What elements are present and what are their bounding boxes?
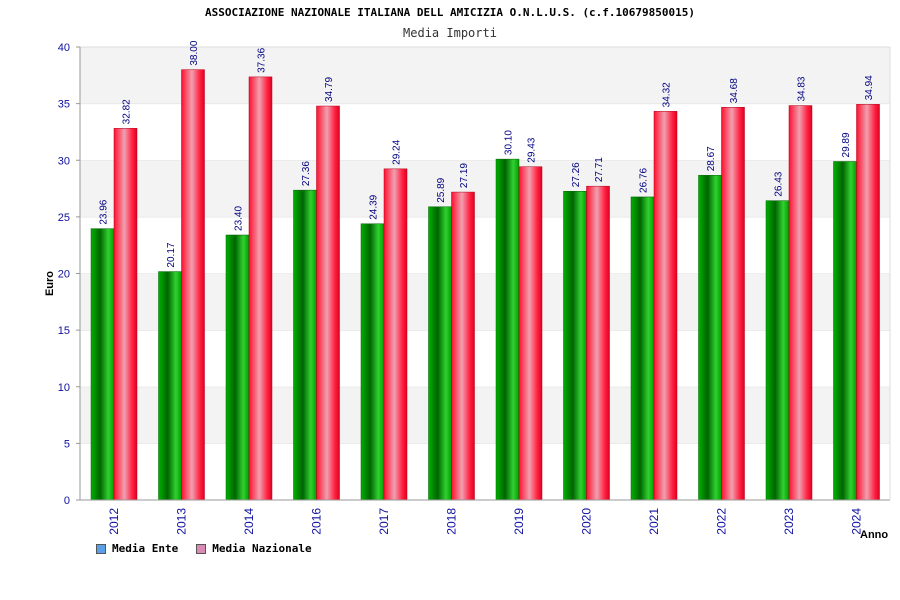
axes-layer: 0 5 10 15 20 25 30 35 40 Euro Anno 2012 2013 2014 2016…: [44, 42, 891, 541]
bar-ente: [90, 228, 115, 501]
chart-subtitle: Media Importi: [403, 26, 497, 40]
bar-nazionale: [316, 105, 340, 501]
legend: Media Ente Media Nazionale: [96, 542, 312, 555]
bar-value-label: 20.17: [166, 242, 177, 267]
x-tick-label: 2012: [107, 508, 121, 535]
x-tick-label: 2013: [175, 508, 189, 535]
bar-value-label: 28.67: [706, 146, 717, 171]
x-tick-label: 2022: [715, 508, 729, 535]
grid-band: [80, 386, 890, 444]
bar-value-label: 34.79: [324, 77, 335, 102]
bar-ente: [495, 158, 520, 501]
grid-band: [80, 216, 890, 274]
bar-value-label: 23.96: [99, 199, 110, 224]
grid-bands: [80, 46, 890, 500]
bar-value-label: 24.39: [369, 194, 380, 219]
bar-ente: [563, 191, 587, 501]
chart-title: ASSOCIAZIONE NAZIONALE ITALIANA DELL AMI…: [204, 6, 696, 19]
bar-ente: [765, 200, 790, 501]
y-tick-label: 25: [58, 212, 70, 224]
x-tick-label: 2017: [377, 508, 391, 535]
x-tick-label: 2020: [580, 508, 594, 535]
y-tick-label: 10: [58, 382, 70, 394]
data-labels-layer: 23.96 32.82 20.17 38.00 23.40 37.36 27.36 34.79…: [99, 40, 876, 267]
bar-value-label: 29.43: [527, 137, 538, 162]
y-tick-label: 35: [58, 99, 70, 111]
bar-value-label: 34.83: [797, 76, 808, 101]
grid-band: [80, 273, 890, 331]
x-tick-label: 2018: [445, 508, 459, 535]
y-axis-label: Euro: [44, 271, 56, 296]
y-tick-label: 20: [58, 269, 70, 281]
bar-value-label: 27.19: [459, 163, 470, 188]
grid-band: [80, 443, 890, 500]
grid-band: [80, 330, 890, 387]
bar-value-label: 25.89: [436, 177, 447, 202]
x-tick-label: 2023: [782, 508, 796, 535]
bar-value-label: 32.82: [122, 99, 133, 124]
x-axis-label: Anno: [860, 529, 888, 541]
bar-nazionale: [383, 168, 408, 501]
bar-value-label: 34.32: [662, 82, 673, 107]
y-tick-label: 0: [64, 495, 70, 507]
y-tick-label: 30: [58, 155, 70, 167]
bar-nazionale: [518, 166, 543, 501]
x-tick-label: 2014: [242, 508, 256, 535]
bar-value-label: 30.10: [504, 130, 515, 155]
legend-item-nazionale: Media Nazionale: [196, 542, 312, 555]
bar-ente: [428, 206, 452, 501]
bar-nazionale: [181, 69, 205, 501]
y-tick-label: 5: [64, 438, 70, 450]
legend-swatch-ente: [96, 543, 106, 554]
bar-ente: [630, 196, 655, 501]
bar-value-label: 26.43: [774, 171, 785, 196]
y-tick-label: 15: [58, 325, 70, 337]
bar-nazionale: [586, 185, 610, 501]
bar-ente: [360, 223, 385, 501]
bar-value-label: 34.94: [864, 75, 875, 100]
bar-ente: [293, 189, 317, 501]
legend-swatch-nazionale: [196, 543, 207, 554]
bar-nazionale: [248, 76, 273, 501]
bar-nazionale: [721, 106, 745, 501]
bar-ente: [158, 271, 182, 501]
bar-nazionale: [653, 111, 678, 501]
bar-ente: [833, 161, 857, 501]
bar-ente: [225, 234, 250, 501]
bar-ente: [698, 175, 722, 501]
y-tick-label: 40: [58, 42, 70, 54]
bar-value-label: 29.24: [392, 139, 403, 164]
bar-nazionale: [113, 128, 138, 501]
bar-value-label: 27.36: [301, 161, 312, 186]
legend-item-ente: Media Ente: [96, 542, 178, 555]
bar-value-label: 37.36: [257, 47, 268, 72]
bar-nazionale: [788, 105, 813, 501]
bar-value-label: 34.68: [729, 78, 740, 103]
x-tick-label: 2019: [512, 508, 526, 535]
grid-band: [80, 47, 890, 104]
x-tick-label: 2024: [850, 508, 864, 535]
bar-nazionale: [856, 104, 880, 501]
bar-value-label: 27.26: [571, 162, 582, 187]
bar-nazionale: [451, 191, 475, 501]
bar-value-label: 29.89: [841, 132, 852, 157]
legend-label-ente: Media Ente: [112, 542, 179, 555]
bars-layer: [90, 69, 880, 501]
bar-value-label: 23.40: [234, 206, 245, 231]
bar-value-label: 26.76: [639, 167, 650, 192]
x-tick-label: 2016: [310, 508, 324, 535]
bar-value-label: 38.00: [189, 40, 200, 65]
grid-band: [80, 160, 890, 217]
grid-band: [80, 103, 890, 161]
bar-value-label: 27.71: [594, 157, 605, 182]
x-tick-label: 2021: [647, 508, 661, 535]
legend-label-nazionale: Media Nazionale: [212, 542, 312, 555]
